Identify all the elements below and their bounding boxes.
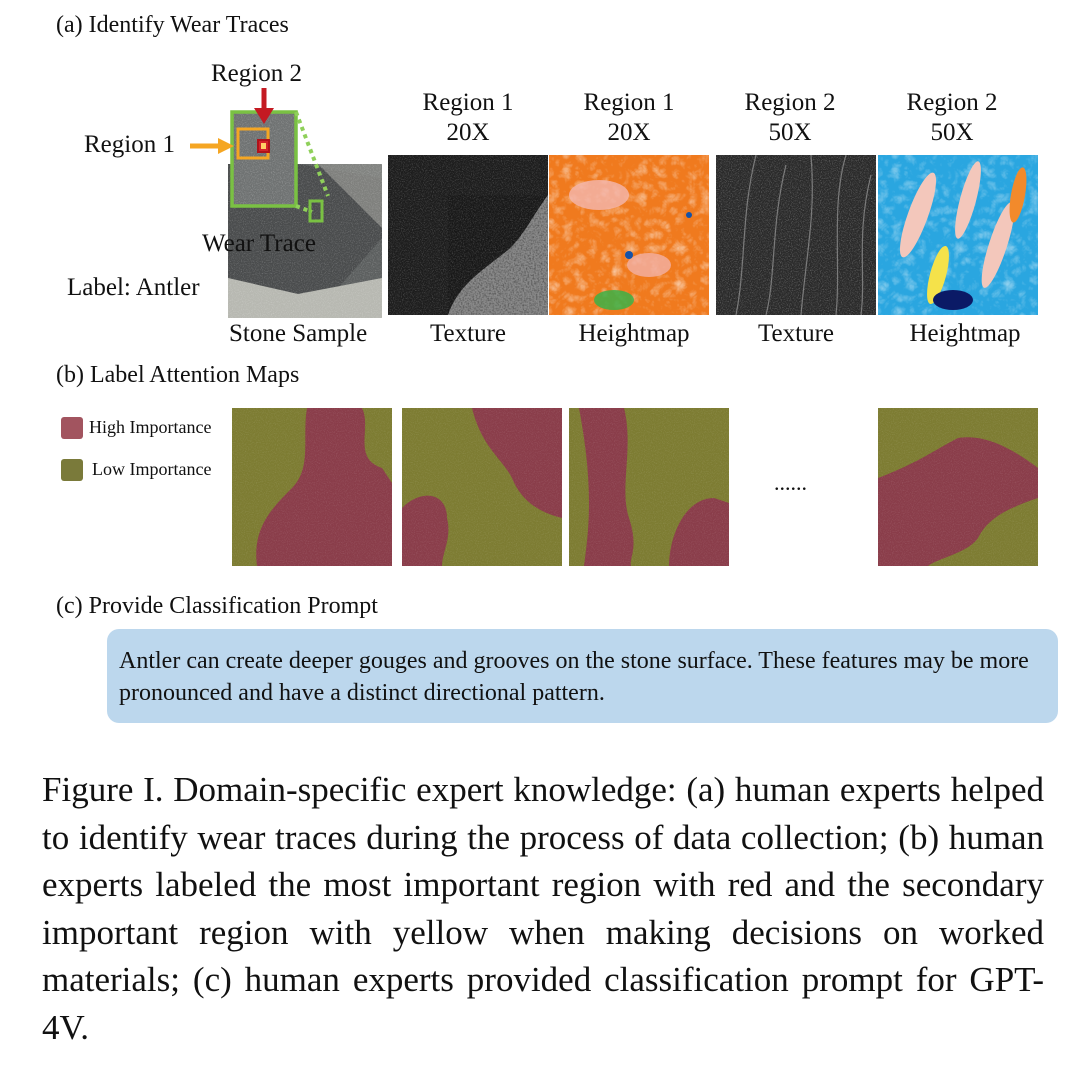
legend-low-swatch — [61, 459, 83, 481]
attention-map-2 — [402, 408, 562, 566]
wear-trace-marker — [308, 199, 324, 223]
col3-zoom: 50X — [768, 119, 812, 146]
stone-sample-caption: Stone Sample — [229, 320, 368, 347]
col2-region: Region 1 — [583, 89, 675, 116]
caption-texture-2: Texture — [758, 320, 834, 347]
legend-low-label: Low Importance — [92, 459, 212, 479]
col4-header: Region 2 50X — [872, 88, 1032, 148]
texture-region2-image — [716, 155, 876, 315]
region2-label: Region 2 — [211, 60, 302, 87]
attention-map-1 — [232, 408, 392, 566]
heightmap-region2-image — [878, 155, 1038, 315]
caption-heightmap-1: Heightmap — [578, 320, 690, 347]
maps-ellipsis: ...... — [774, 470, 807, 495]
figure-caption: Figure I. Domain-specific expert knowled… — [42, 770, 1044, 1047]
legend-high-label: High Importance — [89, 417, 212, 437]
attention-map-3 — [569, 408, 729, 566]
classification-prompt-box: Antler can create deeper gouges and groo… — [107, 629, 1058, 723]
sample-label: Label: Antler — [67, 274, 200, 301]
section-c-title: (c) Provide Classification Prompt — [56, 593, 378, 619]
classification-prompt-text: Antler can create deeper gouges and groo… — [119, 648, 1029, 706]
wear-trace-label: Wear Trace — [202, 230, 316, 257]
col1-header: Region 1 20X — [388, 88, 548, 148]
texture-region1-image — [388, 155, 548, 315]
col3-region: Region 2 — [744, 89, 836, 116]
section-b-title: (b) Label Attention Maps — [56, 362, 300, 388]
col4-region: Region 2 — [906, 89, 998, 116]
col4-zoom: 50X — [930, 119, 974, 146]
col1-zoom: 20X — [446, 119, 490, 146]
col1-region: Region 1 — [422, 89, 514, 116]
section-a-title: (a) Identify Wear Traces — [56, 12, 289, 38]
legend-high-swatch — [61, 417, 83, 439]
region1-label: Region 1 — [84, 131, 175, 158]
attention-map-4 — [878, 408, 1038, 566]
col2-header: Region 1 20X — [549, 88, 709, 148]
caption-texture-1: Texture — [430, 320, 506, 347]
col2-zoom: 20X — [607, 119, 651, 146]
caption-heightmap-2: Heightmap — [909, 320, 1021, 347]
col3-header: Region 2 50X — [710, 88, 870, 148]
heightmap-region1-image — [549, 155, 709, 315]
stone-sample-figure — [190, 88, 382, 318]
